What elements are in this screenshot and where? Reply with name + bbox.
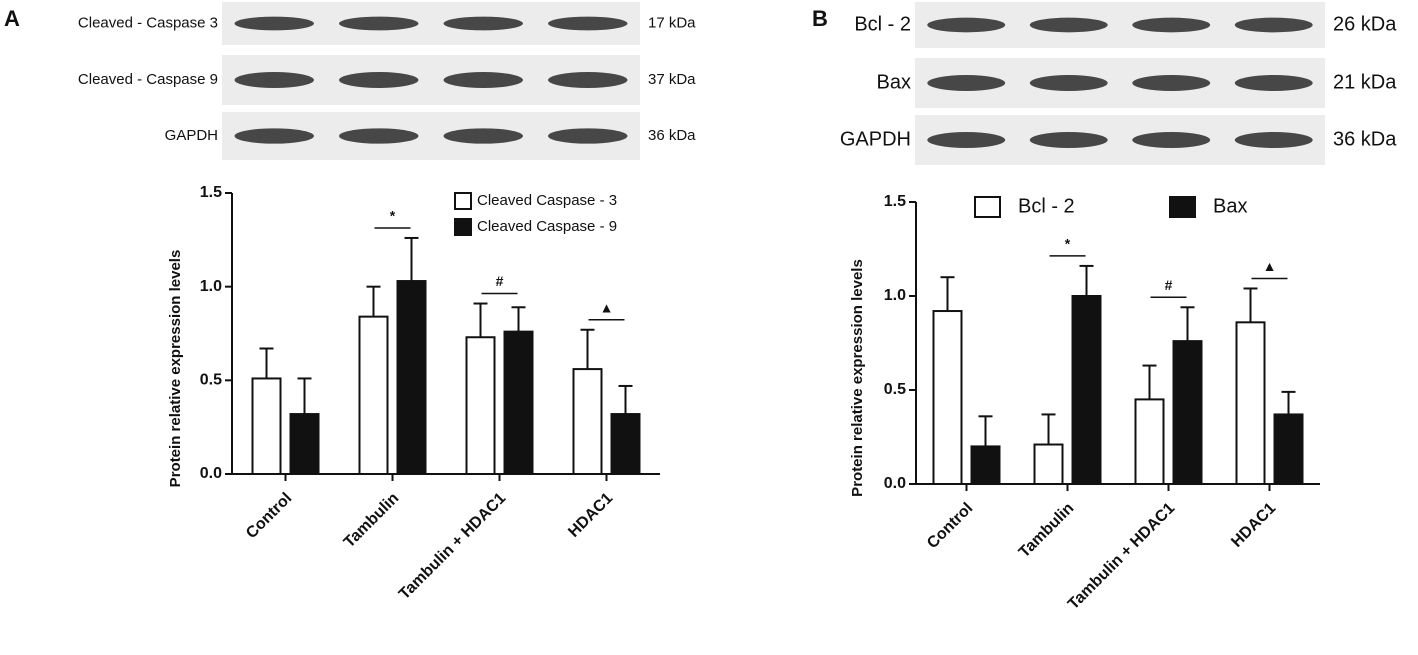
blot-band (1132, 75, 1211, 91)
y-tick-label: 0.5 (200, 372, 222, 389)
significance-mark: ▲ (1263, 258, 1277, 274)
x-tick-label: Control (924, 500, 976, 552)
y-tick-label: 1.0 (200, 278, 222, 295)
blot-size: 26 kDa (1333, 13, 1397, 35)
blot-band (443, 72, 523, 88)
panel-letter: B (812, 6, 828, 31)
legend-label: Cleaved Caspase - 9 (477, 218, 617, 235)
significance-mark: # (496, 273, 504, 289)
bar (396, 280, 427, 475)
legend-label: Bax (1213, 195, 1247, 217)
legend-label: Bcl - 2 (1018, 195, 1075, 217)
blot-band (234, 128, 314, 144)
bar (289, 413, 320, 476)
blot-band (548, 16, 628, 31)
y-tick-label: 0.0 (200, 465, 222, 482)
significance-mark: * (1065, 236, 1071, 252)
x-tick-label: HDAC1 (565, 490, 616, 541)
blot-band (1234, 75, 1313, 91)
significance-mark: # (1165, 277, 1173, 293)
legend-label: Cleaved Caspase - 3 (477, 192, 617, 209)
legend-swatch (974, 196, 1001, 218)
blot-band (548, 72, 628, 88)
legend-swatch (1169, 196, 1196, 218)
bar (251, 377, 282, 475)
blot-band (927, 17, 1006, 33)
legend-swatch (454, 218, 472, 236)
blot-size: 37 kDa (648, 71, 696, 88)
blot-label: GAPDH (165, 127, 218, 144)
blot-band (339, 16, 419, 31)
bar (465, 336, 496, 475)
blot-band (1132, 17, 1211, 33)
blot-band (1029, 75, 1108, 91)
bar (358, 315, 389, 476)
bar (610, 413, 641, 476)
blot-band (339, 72, 419, 88)
bar (970, 445, 1001, 485)
blot-band (339, 128, 419, 144)
bar (572, 368, 603, 475)
blot-label: Cleaved - Caspase 9 (78, 71, 218, 88)
blot-band (927, 75, 1006, 91)
bar (1172, 340, 1203, 485)
blot-band (234, 16, 314, 31)
bar (1273, 413, 1304, 485)
blot-size: 36 kDa (1333, 128, 1397, 150)
blot-band (1234, 132, 1313, 148)
y-axis-label: Protein relative expression levels (849, 259, 866, 497)
blot-band (443, 128, 523, 144)
blot-label: Cleaved - Caspase 3 (78, 14, 218, 31)
y-tick-label: 1.0 (884, 287, 906, 304)
x-tick-label: HDAC1 (1228, 500, 1279, 551)
blot-band (1029, 132, 1108, 148)
bar (1235, 321, 1266, 485)
legend-swatch (454, 192, 472, 210)
bar (1071, 295, 1102, 485)
blot-band (443, 16, 523, 31)
blot-size: 21 kDa (1333, 71, 1397, 93)
y-axis-label: Protein relative expression levels (167, 250, 184, 488)
y-tick-label: 0.0 (884, 475, 906, 492)
x-tick-label: Tambulin (1016, 500, 1077, 561)
x-tick-label: Control (243, 490, 295, 542)
bar (932, 310, 963, 486)
blot-band (548, 128, 628, 144)
x-tick-label: Tambulin + HDAC1 (396, 490, 509, 603)
significance-mark: * (390, 208, 396, 224)
y-tick-label: 0.5 (884, 381, 906, 398)
bar (1134, 398, 1165, 485)
panel-letter: A (4, 6, 20, 31)
bar (1033, 443, 1064, 485)
blot-band (1029, 17, 1108, 33)
blot-band (1234, 17, 1313, 33)
blot-label: Bax (877, 71, 911, 93)
blot-size: 17 kDa (648, 14, 696, 31)
blot-size: 36 kDa (648, 127, 696, 144)
blot-band (1132, 132, 1211, 148)
x-tick-label: Tambulin (341, 490, 402, 551)
bar (503, 330, 534, 476)
blot-band (234, 72, 314, 88)
blot-label: Bcl - 2 (854, 13, 911, 35)
significance-mark: ▲ (600, 299, 614, 315)
y-tick-label: 1.5 (884, 193, 906, 210)
blot-band (927, 132, 1006, 148)
x-tick-label: Tambulin + HDAC1 (1065, 500, 1178, 613)
y-tick-label: 1.5 (200, 184, 222, 201)
blot-label: GAPDH (840, 128, 911, 150)
